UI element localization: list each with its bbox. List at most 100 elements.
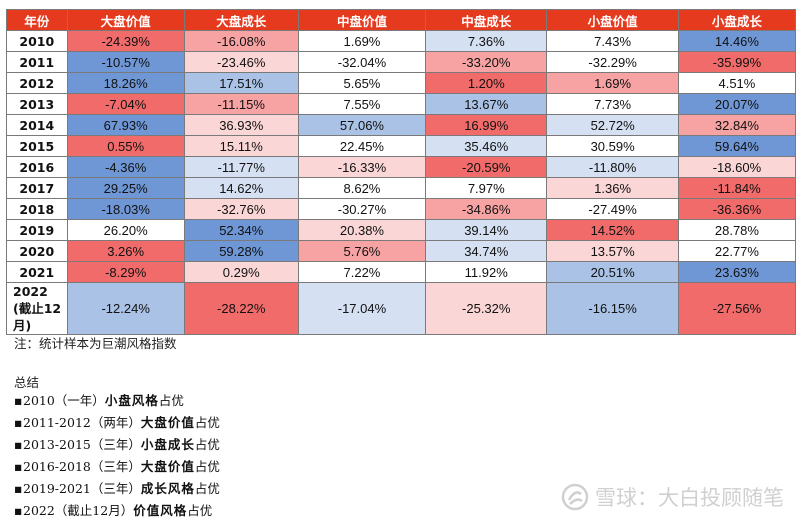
table-row: 2022 (截止12月) -12.24% -28.22% -17.04% -25.32%… [6, 282, 797, 335]
return-cell: 59.64% [677, 135, 797, 157]
summary-style: 大盘价值 [140, 415, 195, 430]
return-cell: -32.76% [183, 198, 299, 220]
return-cell: 7.97% [425, 177, 548, 199]
summary-suffix: 占优 [194, 481, 220, 496]
summary-item: ▪2013-2015（三年）小盘成长占优 [14, 434, 220, 456]
summary-suffix: 占优 [194, 415, 220, 430]
summary-suffix: 占优 [194, 437, 220, 452]
return-cell: -25.32% [425, 282, 548, 335]
summary-title: 总结 [14, 375, 40, 390]
header-row: 年份 大盘价值 大盘成长 中盘价值 中盘成长 小盘价值 小盘成长 [6, 9, 797, 31]
summary-style: 小盘风格 [104, 393, 159, 408]
bullet-icon: ▪ [14, 393, 23, 408]
return-cell: -30.27% [297, 198, 427, 220]
return-cell: -28.22% [183, 282, 299, 335]
return-cell: 52.72% [546, 114, 679, 136]
return-cell: -34.86% [425, 198, 548, 220]
table-row: 2019 26.20% 52.34% 20.38% 39.14% 14.52% 28.78% [6, 219, 797, 241]
return-cell: -16.33% [297, 156, 427, 178]
return-cell: 8.62% [297, 177, 427, 199]
return-cell: 22.77% [677, 240, 797, 262]
return-cell: -36.36% [677, 198, 797, 220]
return-cell: -11.77% [183, 156, 299, 178]
table-row: 2013 -7.04% -11.15% 7.55% 13.67% 7.73% 20.07% [6, 93, 797, 115]
summary-list: ▪2010（一年）小盘风格占优 ▪2011-2012（两年）大盘价值占优 ▪2013… [14, 390, 220, 522]
year-cell: 2013 [6, 93, 68, 115]
return-cell: 13.67% [425, 93, 548, 115]
year-cell: 2014 [6, 114, 68, 136]
summary-period: 2016-2018（三年） [23, 459, 141, 474]
return-cell: 15.11% [183, 135, 299, 157]
return-cell: 29.25% [66, 177, 185, 199]
bullet-icon: ▪ [14, 503, 23, 518]
return-cell: -16.15% [546, 282, 679, 335]
return-cell: -11.84% [677, 177, 797, 199]
return-cell: -33.20% [425, 51, 548, 73]
bullet-icon: ▪ [14, 437, 23, 452]
table-row: 2010 -24.39% -16.08% 1.69% 7.36% 7.43% 14.46% [6, 30, 797, 52]
return-cell: -32.29% [546, 51, 679, 73]
return-cell: -18.60% [677, 156, 797, 178]
return-cell: 18.26% [66, 72, 185, 94]
table-row: 2012 18.26% 17.51% 5.65% 1.20% 1.69% 4.51% [6, 72, 797, 94]
return-cell: -12.24% [66, 282, 185, 335]
return-cell: 20.07% [677, 93, 797, 115]
year-cell: 2018 [6, 198, 68, 220]
return-cell: -20.59% [425, 156, 548, 178]
col-header-mid-value: 中盘价值 [297, 9, 427, 31]
year-cell: 2015 [6, 135, 68, 157]
return-cell: 7.43% [546, 30, 679, 52]
return-cell: 0.55% [66, 135, 185, 157]
return-cell: 5.76% [297, 240, 427, 262]
return-cell: 16.99% [425, 114, 548, 136]
return-cell: 3.26% [66, 240, 185, 262]
year-cell: 2017 [6, 177, 68, 199]
return-cell: 1.69% [546, 72, 679, 94]
return-cell: 20.51% [546, 261, 679, 283]
return-cell: 11.92% [425, 261, 548, 283]
table-row: 2016 -4.36% -11.77% -16.33% -20.59% -11.80% -1… [6, 156, 797, 178]
return-cell: 30.59% [546, 135, 679, 157]
summary-suffix: 占优 [194, 459, 220, 474]
return-cell: 26.20% [66, 219, 185, 241]
year-cell: 2010 [6, 30, 68, 52]
return-cell: 23.63% [677, 261, 797, 283]
return-cell: 28.78% [677, 219, 797, 241]
return-cell: 36.93% [183, 114, 299, 136]
return-cell: -35.99% [677, 51, 797, 73]
return-cell: 4.51% [677, 72, 797, 94]
summary-item: ▪2011-2012（两年）大盘价值占优 [14, 412, 220, 434]
return-cell: 52.34% [183, 219, 299, 241]
table-row: 2011 -10.57% -23.46% -32.04% -33.20% -32.29% -… [6, 51, 797, 73]
summary-style: 大盘价值 [140, 459, 195, 474]
summary-period: 2010（一年） [23, 393, 105, 408]
year-cell: 2011 [6, 51, 68, 73]
watermark-text: 雪球：大白投顾随笔 [595, 486, 784, 510]
col-header-small-value: 小盘价值 [546, 9, 679, 31]
return-cell: 67.93% [66, 114, 185, 136]
year-cell: 2021 [6, 261, 68, 283]
summary-period: 2011-2012（两年） [23, 415, 141, 430]
bullet-icon: ▪ [14, 459, 23, 474]
returns-table: 年份 大盘价值 大盘成长 中盘价值 中盘成长 小盘价值 小盘成长 2010 -24… [6, 9, 797, 335]
return-cell: -24.39% [66, 30, 185, 52]
summary-style: 成长风格 [140, 481, 195, 496]
summary-item: ▪2022（截止12月）价值风格占优 [14, 500, 220, 522]
summary-suffix: 占优 [187, 503, 213, 518]
return-cell: 14.46% [677, 30, 797, 52]
year-cell: 2020 [6, 240, 68, 262]
col-header-mid-growth: 中盘成长 [425, 9, 548, 31]
return-cell: 5.65% [297, 72, 427, 94]
return-cell: -8.29% [66, 261, 185, 283]
summary-style: 小盘成长 [140, 437, 195, 452]
summary-item: ▪2016-2018（三年）大盘价值占优 [14, 456, 220, 478]
summary-period: 2022（截止12月） [23, 503, 134, 518]
return-cell: 1.69% [297, 30, 427, 52]
year-cell: 2019 [6, 219, 68, 241]
return-cell: 22.45% [297, 135, 427, 157]
return-cell: -7.04% [66, 93, 185, 115]
return-cell: 59.28% [183, 240, 299, 262]
return-cell: -27.49% [546, 198, 679, 220]
return-cell: 32.84% [677, 114, 797, 136]
return-cell: -16.08% [183, 30, 299, 52]
